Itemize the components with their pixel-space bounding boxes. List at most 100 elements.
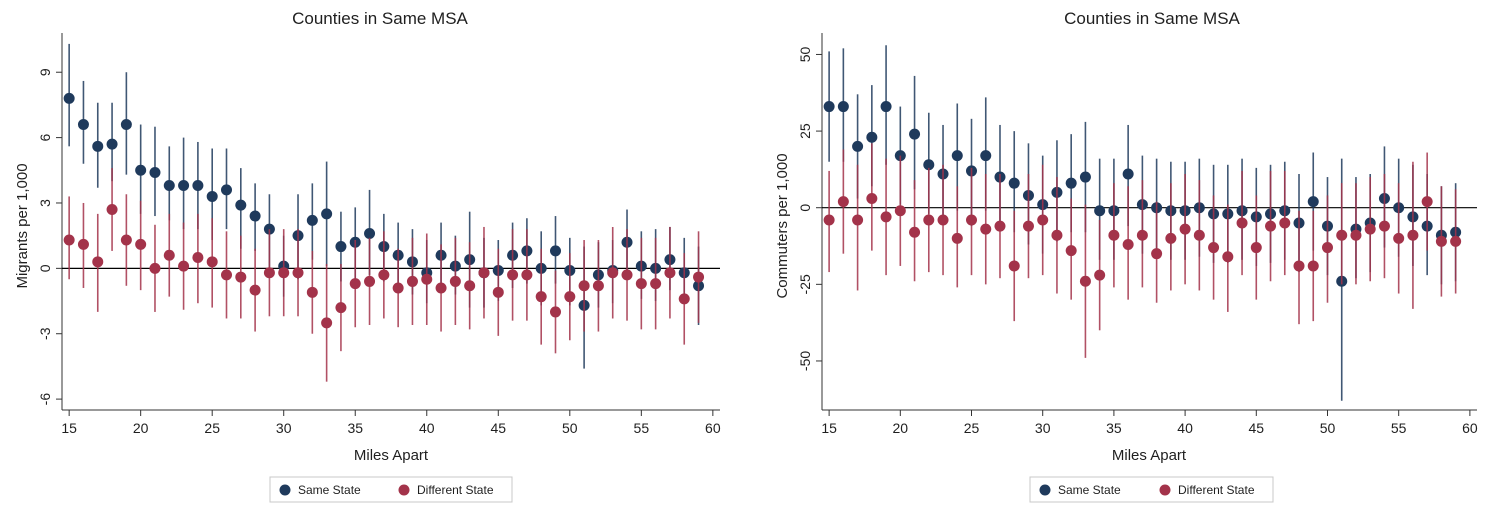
data-point (1279, 217, 1291, 229)
series-same-state (63, 43, 705, 369)
data-point (1321, 242, 1333, 254)
data-point (823, 214, 835, 226)
data-point (994, 220, 1006, 232)
data-point (135, 238, 147, 250)
data-point (607, 267, 619, 279)
data-point (650, 278, 662, 290)
x-tick-label: 30 (1035, 420, 1051, 436)
data-point (478, 267, 490, 279)
x-tick-label: 40 (419, 420, 435, 436)
data-point (120, 234, 132, 246)
data-point (693, 271, 705, 283)
data-point (192, 180, 204, 192)
data-point (1350, 229, 1362, 241)
data-point (364, 227, 376, 239)
data-point (1179, 223, 1191, 235)
data-point (1136, 229, 1148, 241)
data-point (1265, 220, 1277, 232)
data-point (823, 101, 835, 113)
data-point (1307, 260, 1319, 272)
data-point (221, 184, 232, 196)
data-point (837, 101, 849, 113)
data-point (866, 193, 878, 205)
data-point (1008, 177, 1020, 189)
y-tick-label: 25 (797, 123, 813, 139)
data-point (163, 249, 175, 261)
legend: Same State Different State (1029, 476, 1274, 503)
data-point (163, 180, 175, 192)
data-point (1094, 205, 1106, 217)
data-point (1065, 177, 1077, 189)
data-point (1222, 251, 1234, 263)
data-point (263, 267, 275, 279)
y-tick-label: -50 (797, 351, 813, 371)
data-point (464, 280, 476, 292)
y-tick-label: 6 (37, 133, 53, 141)
legend-marker-different-state (398, 484, 410, 496)
x-tick-label: 30 (276, 420, 292, 436)
y-tick-label: 3 (37, 199, 53, 207)
legend: Same State Different State (269, 476, 513, 503)
data-point (421, 273, 433, 285)
data-point (449, 275, 461, 287)
y-tick-label: -3 (37, 327, 53, 340)
data-point (1208, 242, 1220, 254)
x-tick-label: 20 (133, 420, 149, 436)
data-point (221, 269, 232, 281)
data-point (866, 131, 878, 143)
data-point (278, 267, 290, 279)
data-point (92, 140, 104, 152)
data-point (909, 226, 921, 238)
data-point (1393, 232, 1405, 244)
legend-label-same-state: Same State (298, 483, 361, 497)
y-axis-label: Commuters per 1,000 (774, 153, 791, 298)
data-point (63, 234, 75, 246)
data-point (235, 199, 247, 211)
data-point (535, 291, 547, 303)
data-point (951, 150, 963, 162)
y-tick-label: 0 (797, 204, 813, 212)
data-point (1307, 196, 1319, 208)
data-point (235, 271, 247, 283)
y-tick-label: -25 (797, 274, 813, 294)
data-point (335, 302, 347, 314)
data-point (321, 317, 333, 329)
data-point (106, 204, 118, 216)
legend-marker-same-state (279, 484, 291, 496)
data-point (1079, 275, 1091, 287)
data-point (406, 275, 418, 287)
legend-marker-different-state (1159, 484, 1171, 496)
data-point (249, 284, 261, 296)
data-point (1122, 238, 1134, 250)
legend-label-different-state: Different State (417, 483, 494, 497)
x-axis-label: Miles Apart (354, 447, 429, 464)
data-point (1094, 269, 1106, 281)
data-point (894, 205, 906, 217)
y-axis-label: Migrants per 1,000 (14, 163, 31, 288)
data-point (92, 256, 104, 268)
commuters-chart: Counties in Same MSA Commuters per 1,000… (774, 9, 1478, 503)
data-point (492, 286, 504, 298)
data-point (923, 159, 935, 171)
data-point (178, 180, 190, 192)
data-point (1193, 229, 1205, 241)
data-point (335, 241, 347, 253)
y-tick-label: 0 (37, 264, 53, 272)
data-point (1022, 220, 1034, 232)
data-point (980, 223, 992, 235)
data-point (951, 232, 963, 244)
data-point (909, 128, 921, 140)
data-point (149, 262, 161, 274)
migrants-chart: Counties in Same MSA Migrants per 1,000 … (14, 9, 721, 503)
data-point (63, 92, 75, 104)
data-point (880, 211, 892, 223)
data-point (1051, 229, 1063, 241)
data-point (1435, 235, 1447, 247)
data-point (550, 306, 561, 318)
data-point (980, 150, 992, 162)
x-tick-label: 60 (705, 420, 721, 436)
chart-title: Counties in Same MSA (292, 9, 468, 28)
data-point (378, 269, 390, 281)
x-tick-label: 45 (490, 420, 506, 436)
